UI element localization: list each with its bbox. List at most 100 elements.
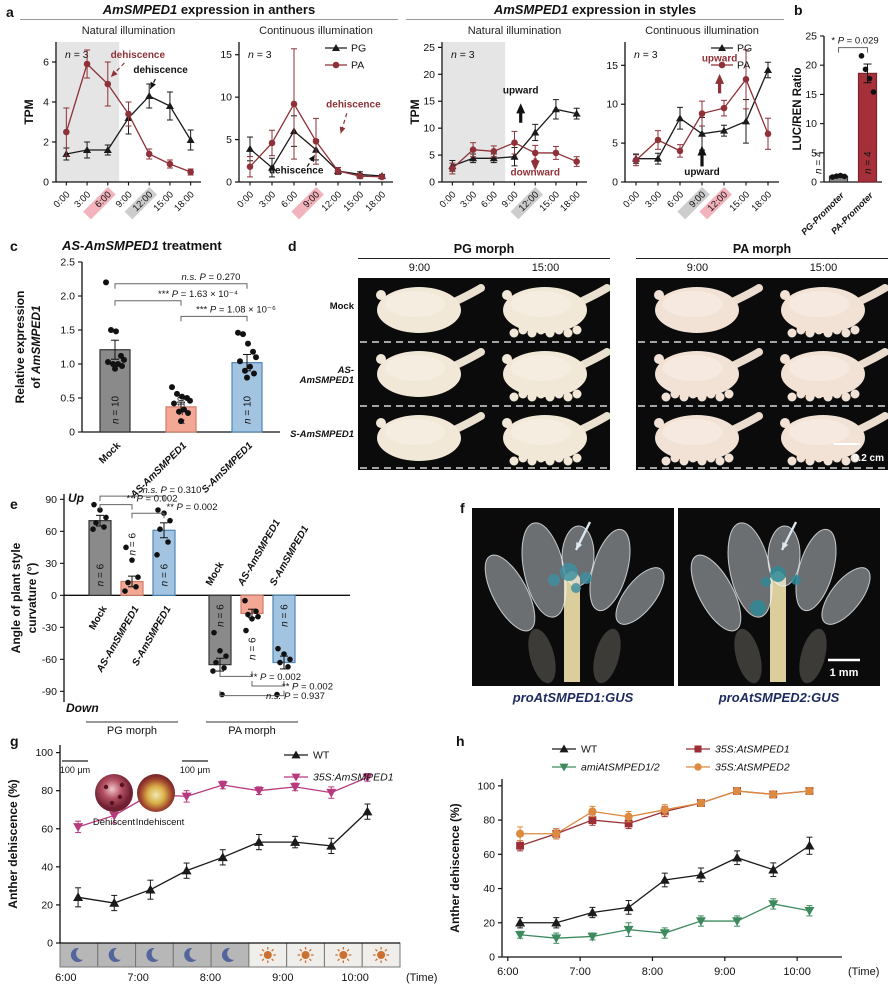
- chart-svg-e: -90 -60 -30 0 30 60 90 Angle of plant style curv…: [9, 485, 350, 737]
- pg-time-1: 9:00: [408, 262, 431, 274]
- svg-text:15:00: 15:00: [728, 189, 753, 214]
- pg-morph-header: PG morph: [358, 242, 610, 259]
- chart-svg-h: 0 20 40 60 80 100 Anther dehiscence (%) 6:00 7:0…: [448, 744, 879, 979]
- panel-c-letter: c: [10, 238, 18, 254]
- svg-text:25: 25: [423, 42, 435, 54]
- svg-text:25: 25: [805, 31, 817, 43]
- svg-text:TPM: TPM: [408, 99, 422, 124]
- svg-text:upward: upward: [684, 167, 720, 178]
- svg-text:-30: -30: [42, 622, 57, 634]
- pa-morph-photos: 0.2 cm: [636, 278, 888, 475]
- panel-h-letter: h: [456, 733, 465, 749]
- svg-text:0: 0: [811, 177, 817, 189]
- svg-text:8:00: 8:00: [642, 966, 663, 978]
- svg-text:Anther dehiscence (%): Anther dehiscence (%): [6, 779, 20, 908]
- svg-text:2: 2: [43, 137, 49, 149]
- svg-text:18:00: 18:00: [558, 189, 583, 214]
- svg-text:20: 20: [805, 60, 817, 72]
- svg-text:n = 4: n = 4: [863, 151, 874, 174]
- svg-text:20: 20: [423, 69, 435, 81]
- svg-text:100 μm: 100 μm: [180, 765, 210, 775]
- chart-anthers-natural: Natural illumination 0 2 4 6 TPM 0:00 3:00 6:00 9…: [20, 22, 206, 233]
- svg-text:0: 0: [69, 427, 75, 439]
- svg-text:0:00: 0:00: [52, 189, 73, 210]
- panel-e: e -90 -60 -30 0 30 60 90 Angle of plant style cu…: [2, 485, 360, 740]
- anthers-title: AmSMPED1 expression in anthers: [20, 2, 398, 20]
- svg-text:PG: PG: [351, 43, 366, 55]
- svg-text:Relative expression: Relative expression: [13, 291, 27, 404]
- svg-text:1.5: 1.5: [60, 325, 75, 337]
- svg-text:3:00: 3:00: [257, 189, 278, 210]
- svg-text:dehiscence: dehiscence: [269, 166, 324, 177]
- photo-grid-pg: [358, 278, 611, 470]
- svg-text:n = 3: n = 3: [451, 49, 475, 61]
- chart-svg-g: 0 20 40 60 80 100 Anther dehiscence (%) 6:00 7:0…: [6, 745, 437, 984]
- panel-a-letter: a: [6, 4, 14, 20]
- svg-text:5: 5: [429, 150, 435, 162]
- svg-text:-60: -60: [42, 654, 57, 666]
- panel-c: c AS-AmSMPED1 treatment 0 0.5 1.0 1.5 2.0 2.5…: [6, 236, 290, 508]
- svg-text:n = 6: n = 6: [96, 563, 107, 586]
- svg-text:0.2 cm: 0.2 cm: [853, 453, 884, 464]
- svg-text:10: 10: [606, 99, 618, 111]
- svg-text:9:00: 9:00: [272, 972, 293, 984]
- gus-caption-1: proAtSMPED1:GUS: [512, 690, 634, 705]
- svg-text:40: 40: [41, 861, 53, 873]
- chart-styles-continuous: Continuous illumination 0 5 10 15 0:00 3:00 6:0…: [598, 22, 784, 233]
- svg-text:n = 3: n = 3: [65, 49, 89, 61]
- panel-c-title: AS-AmSMPED1 treatment: [62, 238, 222, 253]
- svg-text:10: 10: [805, 118, 817, 130]
- svg-text:2.0: 2.0: [60, 291, 75, 303]
- svg-text:10:00: 10:00: [783, 966, 811, 978]
- chart-luc-ren: 0 5 10 15 20 25 LUC/REN Ratio n = 4 PG-Promoter n…: [790, 12, 886, 247]
- panel-c-title-rest: treatment: [158, 238, 222, 253]
- svg-text:Mock: Mock: [87, 604, 110, 632]
- svg-text:0: 0: [429, 177, 435, 189]
- svg-text:5: 5: [612, 138, 618, 150]
- svg-text:(Time): (Time): [848, 966, 879, 978]
- svg-text:n = 6: n = 6: [216, 604, 227, 627]
- svg-text:100: 100: [35, 747, 53, 759]
- svg-text:6: 6: [43, 57, 49, 69]
- svg-text:100 μm: 100 μm: [60, 765, 90, 775]
- pg-morph-photos: [358, 278, 611, 475]
- svg-text:60: 60: [45, 526, 57, 538]
- svg-text:*** P = 1.63 × 10⁻⁴: *** P = 1.63 × 10⁻⁴: [158, 289, 238, 300]
- svg-text:Up: Up: [68, 491, 84, 505]
- svg-text:15: 15: [423, 96, 435, 108]
- panel-h: h 0 20 40 60 80 100 Anther dehiscence (%) 6:00 7…: [446, 733, 888, 1007]
- svg-text:upward: upward: [503, 86, 539, 97]
- svg-text:6:00: 6:00: [479, 189, 500, 210]
- panel-g: g 0 20 40 60 80 100 Anther dehiscence (%) 6:00 7…: [4, 733, 446, 1007]
- svg-text:7:00: 7:00: [127, 972, 148, 984]
- svg-text:PA morph: PA morph: [228, 725, 276, 737]
- panel-f: f 1 mm proAtSMPED1:GUS proAtSMPED2:GUS: [452, 494, 888, 734]
- svg-text:Indehiscent: Indehiscent: [136, 817, 185, 828]
- svg-text:8:00: 8:00: [200, 972, 221, 984]
- chart-anthers-continuous: Continuous illumination 0 5 10 15 0:00 3:00 6:0…: [212, 22, 398, 233]
- gus-photo-1: [472, 508, 674, 691]
- svg-text:6:00: 6:00: [55, 972, 76, 984]
- panel-f-letter: f: [460, 500, 465, 516]
- svg-text:(Time): (Time): [406, 972, 437, 984]
- svg-text:Continuous illumination: Continuous illumination: [645, 25, 759, 37]
- svg-text:0: 0: [51, 590, 57, 602]
- svg-text:** P = 0.002: ** P = 0.002: [250, 672, 301, 683]
- panel-e-letter: e: [10, 496, 18, 512]
- svg-text:15:00: 15:00: [342, 189, 367, 214]
- svg-text:4: 4: [43, 97, 49, 109]
- svg-text:PG: PG: [737, 43, 752, 55]
- svg-text:Anther dehiscence (%): Anther dehiscence (%): [448, 803, 462, 932]
- svg-text:curvature (°): curvature (°): [25, 563, 39, 634]
- panel-b: b 0 5 10 15 20 25 LUC/REN Ratio n = 4 PG-Promote…: [788, 2, 888, 238]
- svg-text:Dehiscent: Dehiscent: [93, 817, 136, 828]
- svg-text:LUC/REN Ratio: LUC/REN Ratio: [792, 67, 804, 150]
- svg-text:n = 3: n = 3: [248, 49, 272, 61]
- svg-text:dehiscence: dehiscence: [133, 65, 188, 76]
- svg-text:12:00: 12:00: [320, 189, 345, 214]
- svg-text:0:00: 0:00: [235, 189, 256, 210]
- svg-text:9:00: 9:00: [714, 966, 735, 978]
- svg-text:n = 6: n = 6: [128, 533, 139, 556]
- svg-text:100: 100: [477, 780, 495, 792]
